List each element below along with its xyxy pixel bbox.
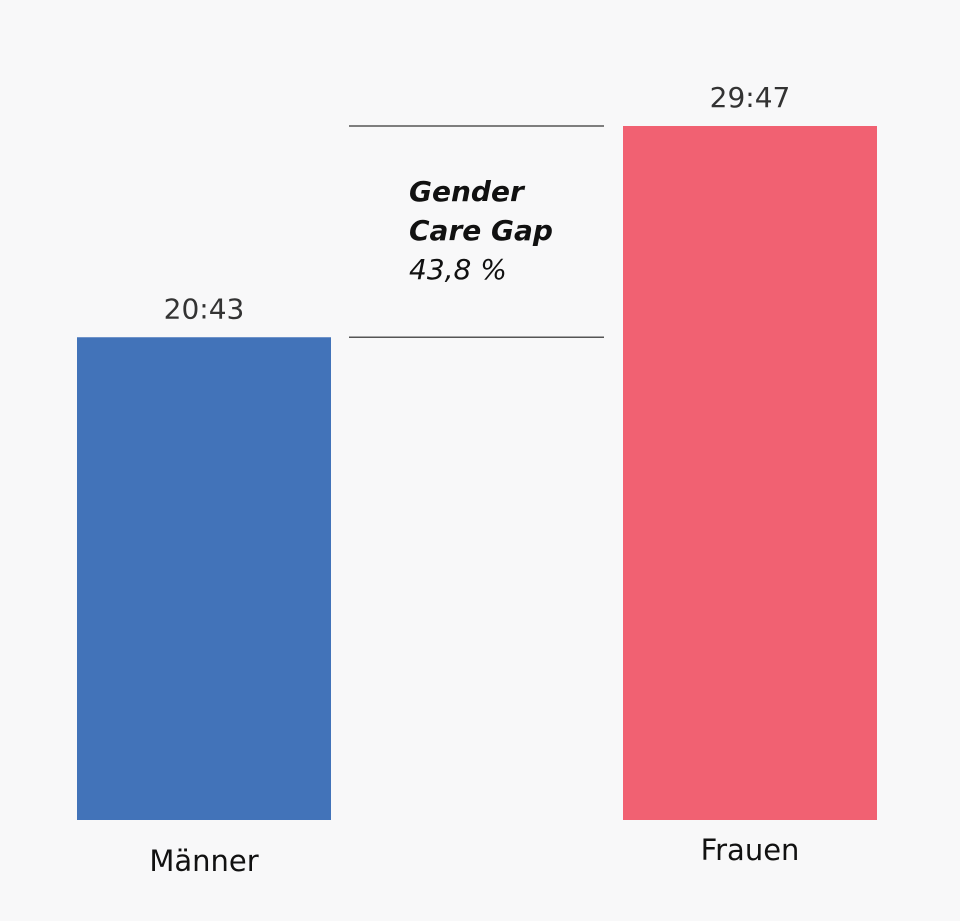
- bar-maenner: [77, 337, 331, 820]
- category-label-maenner: Männer: [149, 844, 258, 878]
- value-label-frauen: 29:47: [710, 81, 791, 114]
- bars-group: [77, 126, 877, 820]
- gap-title-line2: Care Gap: [409, 214, 553, 247]
- gap-title-line1: Gender: [409, 175, 526, 208]
- value-label-maenner: 20:43: [164, 292, 245, 325]
- gap-percentage: 43,8 %: [409, 253, 507, 286]
- labels-group: 20:43 Männer 29:47 Frauen: [149, 81, 799, 878]
- bar-frauen: [623, 126, 877, 820]
- category-label-frauen: Frauen: [701, 833, 800, 867]
